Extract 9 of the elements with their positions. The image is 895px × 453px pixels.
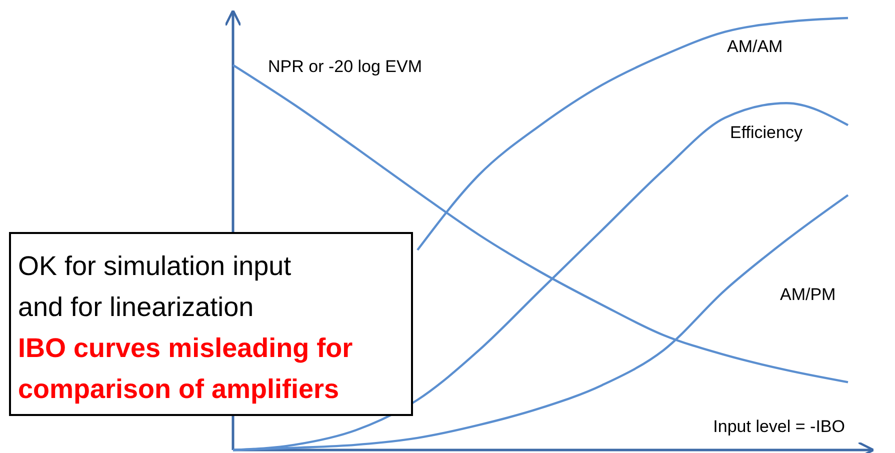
series-label: Efficiency <box>730 123 803 142</box>
series-label: AM/AM <box>727 37 783 56</box>
series-label: NPR or -20 log EVM <box>268 57 422 76</box>
series-label: AM/PM <box>780 285 836 304</box>
annotation: IBO curves misleading for <box>18 333 354 363</box>
annotation: and for linearization <box>18 292 254 322</box>
x-axis-title: Input level = -IBO <box>713 417 845 436</box>
annotation: comparison of amplifiers <box>18 374 340 404</box>
annotation: OK for simulation input <box>18 251 292 281</box>
